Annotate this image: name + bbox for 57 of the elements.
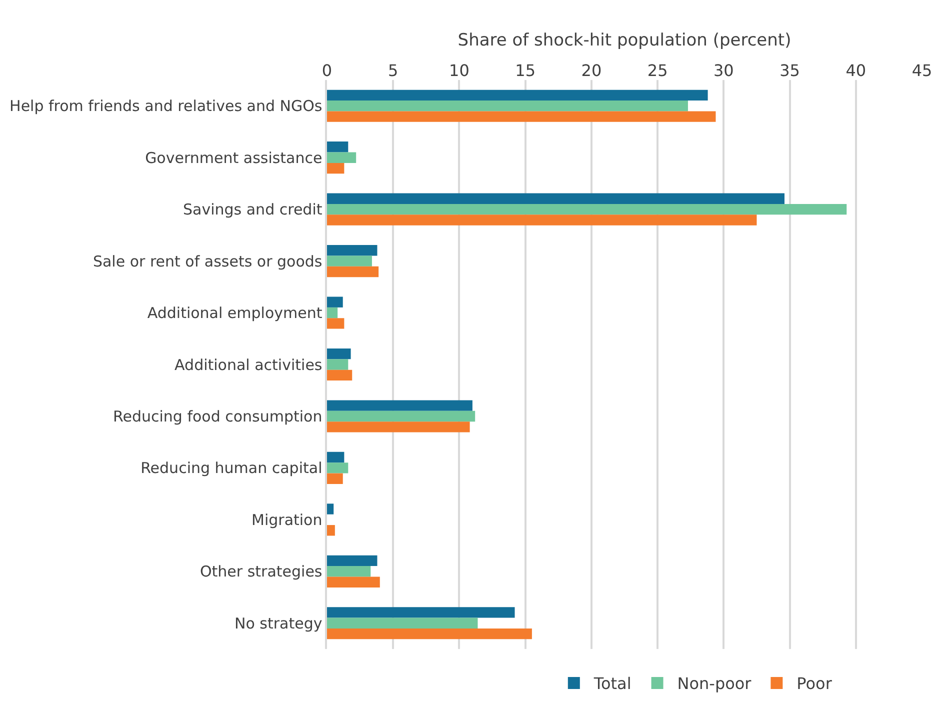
x-tick-label: 40: [846, 60, 866, 80]
bar: [327, 422, 470, 432]
bar: [327, 359, 348, 370]
bar: [327, 576, 380, 588]
y-tick-label: Other strategies: [200, 562, 322, 581]
bar: [327, 566, 371, 577]
y-tick-label: Savings and credit: [183, 200, 322, 219]
y-tick-label: Additional activities: [174, 356, 322, 374]
legend-label: Non-poor: [677, 674, 752, 694]
y-tick-label: Reducing food consumption: [112, 407, 322, 426]
bar: [327, 504, 334, 514]
x-tick-label: 25: [647, 60, 668, 80]
x-tick-label: 30: [713, 60, 734, 80]
bar: [327, 162, 344, 174]
x-tick-label: 20: [581, 60, 602, 80]
bar: [327, 628, 532, 640]
bar: [327, 525, 335, 536]
y-tick-label: Reducing human capital: [140, 459, 322, 478]
y-tick-label: Migration: [252, 510, 322, 529]
bar: [327, 452, 344, 463]
bar: [327, 204, 847, 215]
bar: [327, 410, 476, 422]
x-tick-label: 0: [322, 60, 332, 80]
bar: [327, 462, 348, 474]
bar: [327, 400, 472, 411]
bar: [327, 256, 372, 266]
bar: [327, 90, 708, 101]
bar: [327, 142, 348, 152]
bar: [327, 607, 515, 618]
x-axis-title: Share of shock-hit population (percent): [458, 30, 792, 50]
bar: [327, 152, 356, 163]
x-tick-label: 5: [388, 60, 398, 80]
legend-label: Poor: [796, 674, 832, 694]
y-tick-label: No strategy: [234, 614, 322, 632]
x-tick-label: 15: [515, 60, 536, 80]
x-tick-label: 35: [780, 60, 800, 80]
bar: [327, 318, 344, 329]
bar: [327, 370, 352, 381]
bar: [327, 348, 351, 360]
legend-label: Total: [592, 674, 632, 694]
bar: [327, 245, 378, 256]
x-tick-label: 45: [912, 60, 932, 80]
bar: [327, 193, 784, 204]
bar: [327, 618, 478, 628]
y-tick-label: Government assistance: [145, 148, 322, 167]
bar: [327, 111, 716, 122]
bar: [327, 555, 378, 566]
y-tick-label: Sale or rent of assets or goods: [92, 252, 322, 270]
bar: [327, 266, 379, 278]
bar: [327, 473, 343, 484]
bar: [327, 100, 688, 112]
x-tick-label: 10: [449, 60, 470, 80]
y-tick-label: Additional employment: [147, 304, 322, 322]
y-tick-label: Help from friends and relatives and NGOs: [10, 97, 322, 116]
bar: [327, 307, 338, 318]
bar: [327, 296, 343, 308]
bar: [327, 214, 757, 226]
